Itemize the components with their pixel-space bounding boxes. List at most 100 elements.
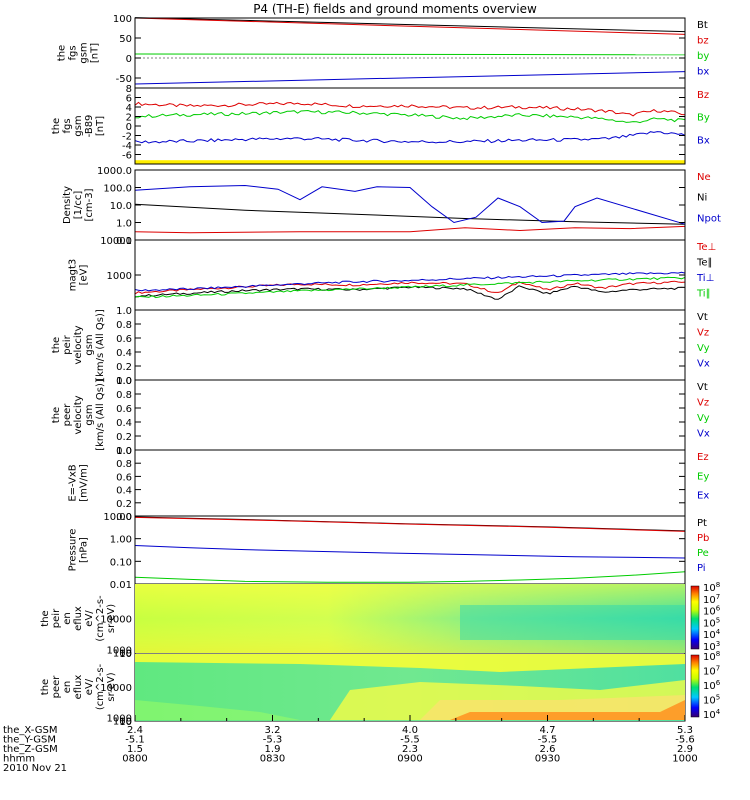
y-tick-label: 2	[126, 113, 132, 124]
x-row-value: 1000	[672, 754, 697, 765]
legend-entry: Ti∥	[696, 289, 711, 300]
x-row-value: 0830	[260, 754, 285, 765]
series-line-3-Ni	[134, 203, 686, 225]
series-line-3-Ne	[134, 225, 686, 234]
series-line-4-Te⊥	[134, 280, 686, 295]
y-tick-label: 1.0	[116, 306, 132, 317]
panel-frame	[134, 379, 686, 451]
series-line-8-Pi	[134, 545, 686, 559]
y-axis-label: thepeerenefluxeV/(cm^2-s-sr-eV)	[40, 663, 117, 710]
colorbar-tick-label: 105	[703, 616, 720, 629]
panel-3: Ne Ni Npot 1000.0 100.0 10.0 1.0 0.1 Density[1/c…	[62, 166, 721, 247]
legend-entry: bz	[697, 36, 709, 47]
legend-entry: Vt	[697, 312, 708, 323]
y-tick-label: 6	[126, 94, 132, 105]
panel-6: Vt Vz Vy Vx 1.0 0.8 0.6 0.4 0.2 0.0 thepeervelocit…	[51, 376, 710, 457]
x-row-value: -5.5	[400, 735, 420, 746]
panel-frame	[134, 515, 686, 585]
x-row-value: 1.5	[127, 744, 143, 755]
x-row-label: the_Z-GSM	[3, 744, 58, 755]
quality-flag-band	[135, 160, 685, 164]
y-tick-label: -6	[122, 151, 132, 162]
x-row-value: 5.3	[677, 725, 693, 736]
legend-entry: Ne	[697, 172, 711, 183]
y-axis-label: thepeervelocitygsm[km/s (All Qs)]	[51, 379, 106, 451]
y-tick-label: 0.6	[116, 334, 132, 345]
panel-8: Pt Pb Pe Pi 10.00 1.00 0.10 0.01 Pressure[nPa]	[68, 512, 710, 591]
series-line-2-Bz	[134, 101, 686, 117]
y-tick-label: 1.0	[116, 376, 132, 387]
y-tick-label: 10000	[100, 615, 132, 626]
legend-entry: Vt	[697, 382, 708, 393]
y-tick-label: 1000	[107, 646, 132, 657]
colorbar-tick-label: 106	[703, 679, 721, 692]
y-tick-label: 1000	[107, 271, 132, 282]
x-row-value: 3.2	[265, 725, 281, 736]
y-axis-label: Density[1/cc][cm-3]	[62, 186, 95, 224]
y-tick-label: 100.0	[103, 184, 132, 195]
y-axis-label: E=-VxB[mV/m]	[68, 464, 90, 502]
legend-entry: Pe	[697, 548, 709, 559]
y-tick-label: 100	[113, 14, 132, 25]
y-tick-label: 0.8	[116, 390, 132, 401]
panel-5: Vt Vz Vy Vx 1.0 0.8 0.6 0.4 0.2 0.0 thepeirvelocit…	[51, 306, 710, 387]
panels: Btbzbybx100500-50thefgsgsm[nT]BzByBx8642…	[40, 14, 721, 728]
series-line-2-By	[134, 109, 686, 124]
series-line-1-Bt	[134, 17, 686, 33]
y-tick-label: 0.0	[116, 376, 132, 387]
legend-entry: Ey	[697, 471, 709, 482]
x-row-value: -5.1	[125, 735, 145, 746]
legend-entry: Pi	[697, 563, 706, 574]
y-tick-label: 0.4	[116, 348, 132, 359]
x-row-value: 4.7	[540, 725, 556, 736]
legend-entry: Vx	[697, 429, 710, 440]
y-axis-label: magt3[eV]	[68, 259, 90, 292]
y-tick-label: 10	[119, 717, 132, 728]
panel-frame	[134, 309, 686, 381]
series-line-4-Ti⊥	[134, 271, 686, 292]
panel-frame	[134, 87, 686, 165]
y-tick-label: 0.6	[116, 404, 132, 415]
panel-frame	[134, 449, 686, 517]
y-tick-label: 0.0	[116, 446, 132, 457]
y-tick-label: 0	[126, 122, 132, 133]
legend-entry: Vy	[697, 343, 710, 354]
y-tick-label: 0.2	[116, 362, 132, 373]
x-row-value: -5.6	[675, 735, 695, 746]
legend-entry: Ti⊥	[696, 273, 714, 284]
y-tick-label: 100	[113, 717, 132, 728]
series-line-4-Ti∥	[134, 276, 686, 299]
x-row-value: -5.3	[263, 735, 283, 746]
legend-entry: Ni	[697, 193, 707, 204]
series-line-8-Pe	[134, 571, 686, 583]
legend-entry: bx	[697, 67, 709, 78]
legend-entry: Pt	[697, 518, 707, 529]
series-line-8-Pb	[134, 516, 686, 532]
y-tick-label: 0.4	[116, 486, 132, 497]
panel-frame	[134, 169, 686, 241]
series-line-2-Bx	[134, 131, 686, 144]
colorbar-tick-label: 108	[703, 650, 720, 663]
x-row-value: 2.6	[540, 744, 556, 755]
y-tick-label: 100	[113, 649, 132, 660]
panel-frame	[134, 239, 686, 311]
y-tick-label: 1000.0	[97, 166, 132, 177]
panel-4: Te⊥ Te∥ Ti⊥ Ti∥ 10000 1000 magt3[eV]	[68, 236, 716, 311]
series-line-1-by	[134, 53, 686, 56]
colorbar-tick-label: 107	[703, 665, 720, 678]
date-label: 2010 Nov 21	[3, 763, 67, 774]
legend-entry: Npot	[697, 213, 721, 224]
legend-entry: Vx	[697, 359, 710, 370]
y-tick-label: 1.00	[110, 535, 132, 546]
legend-entry: Bz	[697, 90, 709, 101]
legend-entry: Te⊥	[696, 242, 716, 253]
y-axis-label: thepeirenefluxeV/(cm^2-s-sr-eV)	[40, 595, 117, 642]
y-tick-label: 1.0	[116, 219, 132, 230]
y-tick-label: 10	[119, 649, 132, 660]
y-tick-label: 50	[119, 34, 132, 45]
legend-entry: Te∥	[696, 258, 713, 269]
y-tick-label: 8	[126, 84, 132, 95]
series-line-3-Npot	[134, 184, 686, 225]
